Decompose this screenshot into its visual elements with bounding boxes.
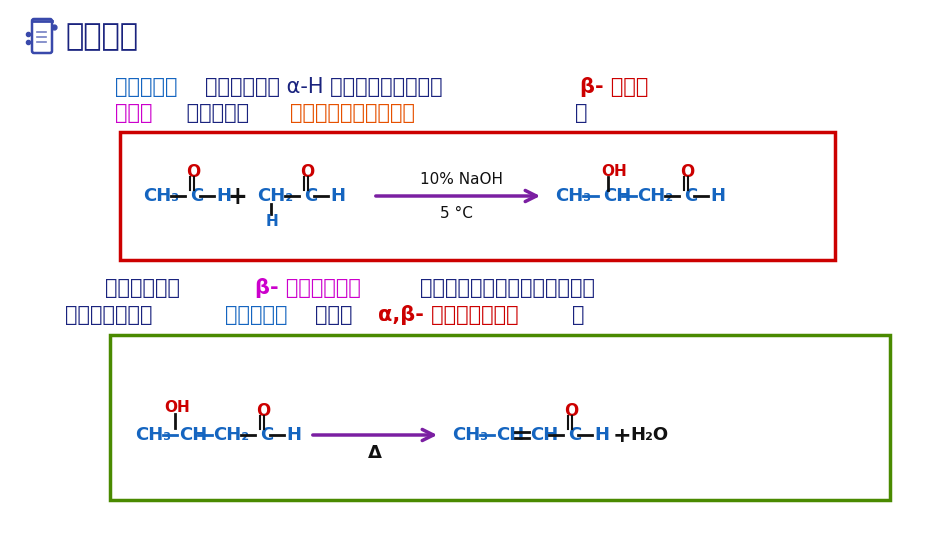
Text: C: C <box>568 426 581 444</box>
Text: CH₂: CH₂ <box>637 187 674 205</box>
Text: CH: CH <box>603 187 631 205</box>
Text: C: C <box>304 187 317 205</box>
Text: H: H <box>710 187 725 205</box>
Text: CH₃: CH₃ <box>135 426 171 444</box>
Text: 羟醛缩合产物: 羟醛缩合产物 <box>105 278 186 298</box>
Text: 而生成: 而生成 <box>315 305 359 325</box>
Text: C: C <box>684 187 697 205</box>
Text: 。: 。 <box>575 103 587 123</box>
Text: Δ: Δ <box>368 444 382 462</box>
Text: CH: CH <box>496 426 524 444</box>
Text: 的反应称为: 的反应称为 <box>180 103 249 123</box>
Text: O: O <box>300 163 314 181</box>
Text: CH₂: CH₂ <box>257 187 294 205</box>
Text: O: O <box>186 163 200 181</box>
Text: CH: CH <box>530 426 559 444</box>
Text: H₂O: H₂O <box>630 426 668 444</box>
Text: +: + <box>613 426 632 446</box>
Text: β- 羟基醛（酮）: β- 羟基醛（酮） <box>255 278 361 298</box>
Text: 羟醛缩合或称醇醛缩合: 羟醛缩合或称醇醛缩合 <box>290 103 415 123</box>
Text: 的催化下，有 α-H 的醛（酮）结合生成: 的催化下，有 α-H 的醛（酮）结合生成 <box>205 77 449 97</box>
Text: OH: OH <box>164 400 190 415</box>
Text: C: C <box>190 187 203 205</box>
Text: CH: CH <box>179 426 207 444</box>
Text: α,β- 不饱和醛（酮）: α,β- 不饱和醛（酮） <box>378 305 519 325</box>
Text: 的作用下即发生: 的作用下即发生 <box>65 305 153 325</box>
Text: H: H <box>330 187 345 205</box>
Text: 分子内脱水: 分子内脱水 <box>225 305 288 325</box>
Text: 10% NaOH: 10% NaOH <box>420 172 503 187</box>
Text: O: O <box>564 402 579 420</box>
Text: 稀碱或稀酸: 稀碱或稀酸 <box>115 77 178 97</box>
Text: C: C <box>260 426 274 444</box>
Text: ，在碱性条件下稍微受热或在酸: ，在碱性条件下稍微受热或在酸 <box>420 278 595 298</box>
Text: H: H <box>594 426 609 444</box>
Bar <box>110 335 890 500</box>
Text: H: H <box>266 215 278 230</box>
Text: 5 °C: 5 °C <box>440 207 473 221</box>
Text: O: O <box>256 402 270 420</box>
Text: O: O <box>680 163 694 181</box>
Text: H: H <box>286 426 301 444</box>
Text: H: H <box>216 187 231 205</box>
Text: OH: OH <box>601 164 627 180</box>
Text: 羟醛缩合: 羟醛缩合 <box>65 22 138 51</box>
Text: CH₃: CH₃ <box>555 187 591 205</box>
Text: 。: 。 <box>572 305 584 325</box>
Text: β- 羟基醛: β- 羟基醛 <box>580 77 648 97</box>
Text: CH₂: CH₂ <box>213 426 249 444</box>
Text: （酮）: （酮） <box>115 103 153 123</box>
Text: CH₃: CH₃ <box>143 187 179 205</box>
Bar <box>120 132 835 260</box>
Text: +: + <box>228 185 248 209</box>
Text: CH₃: CH₃ <box>452 426 488 444</box>
